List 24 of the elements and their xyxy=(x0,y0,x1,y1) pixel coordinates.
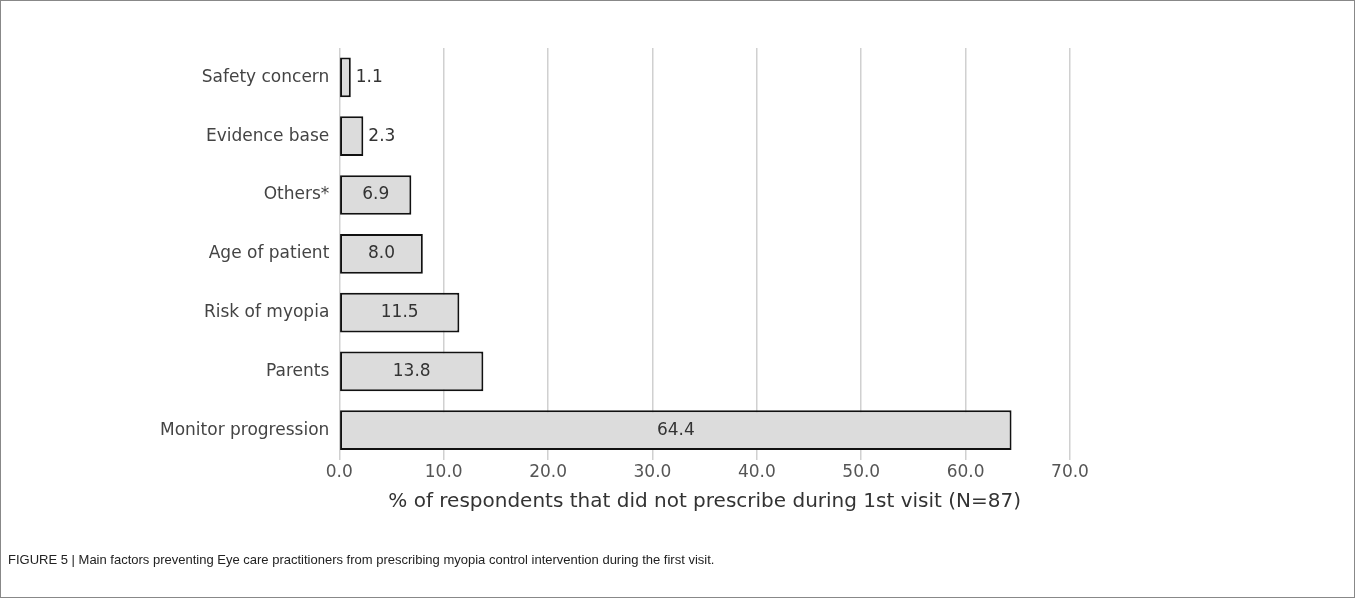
x-tick-label: 70.0 xyxy=(1051,461,1089,482)
x-tick-label: 50.0 xyxy=(842,461,881,482)
data-label: 2.3 xyxy=(368,124,396,145)
y-tick-label: Evidence base xyxy=(206,124,330,145)
data-label: 1.1 xyxy=(355,65,383,86)
x-tick-label: 0.0 xyxy=(325,461,353,482)
y-tick-label: Monitor progression xyxy=(160,418,330,439)
data-label: 8.0 xyxy=(367,242,395,263)
y-tick-label: Safety concern xyxy=(201,65,330,86)
x-axis-title: % of respondents that did not prescribe during 1st visit (N=87) xyxy=(388,488,1022,513)
x-tick-label: 40.0 xyxy=(737,461,776,482)
x-tick-label: 10.0 xyxy=(424,461,463,482)
data-label: 11.5 xyxy=(380,301,419,322)
y-tick-label: Risk of myopia xyxy=(203,301,330,322)
y-tick-label: Others* xyxy=(263,183,330,204)
data-label: 64.4 xyxy=(656,418,695,439)
data-label: 13.8 xyxy=(392,359,431,380)
x-tick-label: 20.0 xyxy=(529,461,568,482)
caption: FIGURE 5 | Main factors preventing Eye care practitioners from prescribing myopia control intervention during the first visit. xyxy=(8,552,715,567)
y-tick-label: Parents xyxy=(266,359,330,380)
x-tick-label: 60.0 xyxy=(946,461,985,482)
x-tick-label: 30.0 xyxy=(633,461,672,482)
data-label: 6.9 xyxy=(362,183,390,204)
y-tick-label: Age of patient xyxy=(208,242,330,263)
